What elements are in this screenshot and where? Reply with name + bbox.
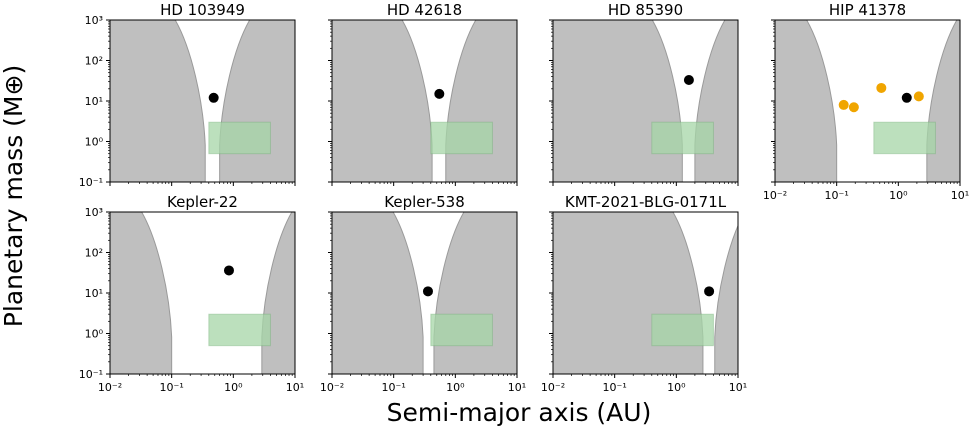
planet-point bbox=[434, 88, 445, 99]
green-region bbox=[208, 313, 271, 347]
x-tick-label: 10⁻¹ bbox=[382, 381, 406, 394]
subplot: Kepler-538 10⁻² 10⁻¹ 10⁰ 10¹ bbox=[320, 193, 526, 394]
x-tick-label: 10⁻² bbox=[541, 381, 565, 394]
excluded-region-inner bbox=[110, 20, 206, 182]
x-tick-label: 10⁰ bbox=[889, 189, 908, 202]
green-region bbox=[873, 121, 936, 155]
sibling-planet-point bbox=[913, 91, 924, 102]
plot-area bbox=[110, 212, 295, 374]
y-tick-label: 10¹ bbox=[85, 287, 103, 300]
subplot-title: HD 42618 bbox=[387, 1, 462, 19]
x-tick-label: 10¹ bbox=[508, 381, 526, 394]
subplot: KMT-2021-BLG-0171L 10⁻² 10⁻¹ 10⁰ 10¹ bbox=[541, 193, 747, 394]
subplot-title: HD 85390 bbox=[608, 1, 683, 19]
x-tick-label: 10¹ bbox=[951, 189, 969, 202]
x-tick-label: 10¹ bbox=[729, 381, 747, 394]
plot-area bbox=[553, 20, 738, 182]
plot-area bbox=[775, 20, 960, 182]
plot-area bbox=[553, 212, 738, 374]
excluded-region-inner bbox=[775, 20, 838, 182]
x-tick-label: 10⁻² bbox=[98, 381, 122, 394]
x-tick-label: 10⁻² bbox=[320, 381, 344, 394]
x-tick-label: 10⁰ bbox=[224, 381, 243, 394]
planet-point bbox=[704, 286, 715, 297]
subplot-grid: HD 103949 10⁻¹ 10⁰ 10¹ 10² 10³ HD 42618 HD 8539… bbox=[79, 1, 969, 394]
y-tick-label: 10³ bbox=[85, 14, 103, 27]
sibling-planet-point bbox=[848, 102, 859, 113]
excluded-region-outer bbox=[926, 20, 960, 182]
green-region bbox=[208, 121, 271, 155]
excluded-region-outer bbox=[714, 224, 738, 374]
x-tick-label: 10⁻² bbox=[763, 189, 787, 202]
sibling-planet-point bbox=[838, 99, 849, 110]
planet-point bbox=[208, 92, 219, 103]
y-tick-label: 10³ bbox=[85, 206, 103, 219]
subplot-title: Kepler-22 bbox=[167, 193, 238, 211]
y-tick-label: 10² bbox=[85, 55, 103, 68]
excluded-region-inner bbox=[332, 20, 433, 182]
y-tick-label: 10⁻¹ bbox=[79, 368, 103, 381]
plot-area bbox=[332, 212, 517, 374]
green-region bbox=[651, 121, 714, 155]
x-tick-label: 10⁰ bbox=[446, 381, 465, 394]
x-tick-label: 10⁰ bbox=[667, 381, 686, 394]
x-tick-label: 10⁻¹ bbox=[603, 381, 627, 394]
excluded-region-inner bbox=[110, 212, 173, 374]
excluded-region-outer bbox=[219, 20, 295, 182]
planet-point bbox=[223, 265, 234, 276]
planet-point bbox=[683, 75, 694, 86]
green-region bbox=[651, 313, 714, 347]
excluded-region-outer bbox=[694, 20, 738, 182]
subplot: HD 85390 bbox=[549, 1, 739, 186]
green-region bbox=[430, 121, 493, 155]
x-tick-label: 10⁻¹ bbox=[825, 189, 849, 202]
y-tick-label: 10² bbox=[85, 247, 103, 260]
subplot: HIP 41378 10⁻² 10⁻¹ 10⁰ 10¹ bbox=[763, 1, 969, 202]
green-region bbox=[430, 313, 493, 347]
excluded-region-outer bbox=[433, 212, 517, 374]
y-tick-label: 10⁻¹ bbox=[79, 176, 103, 189]
excluded-region-inner bbox=[553, 212, 704, 374]
y-tick-label: 10⁰ bbox=[85, 136, 104, 149]
subplot-title: HD 103949 bbox=[160, 1, 245, 19]
planet-point bbox=[422, 286, 433, 297]
excluded-region-inner bbox=[332, 212, 424, 374]
excluded-region-outer bbox=[261, 212, 295, 374]
excluded-region-outer bbox=[445, 20, 517, 182]
sibling-planet-point bbox=[876, 82, 887, 93]
subplot-title: KMT-2021-BLG-0171L bbox=[565, 193, 727, 211]
y-tick-label: 10⁰ bbox=[85, 328, 104, 341]
plot-area bbox=[110, 20, 295, 182]
x-axis-label: Semi-major axis (AU) bbox=[387, 398, 652, 427]
y-axis-label: Planetary mass (M⊕) bbox=[0, 65, 28, 327]
subplot-title: HIP 41378 bbox=[829, 1, 906, 19]
subplot: HD 103949 10⁻¹ 10⁰ 10¹ 10² 10³ bbox=[79, 1, 296, 189]
subplot: HD 42618 bbox=[328, 1, 518, 186]
y-tick-label: 10¹ bbox=[85, 95, 103, 108]
x-tick-label: 10⁻¹ bbox=[160, 381, 184, 394]
subplot-title: Kepler-538 bbox=[384, 193, 465, 211]
excluded-region-inner bbox=[553, 20, 683, 182]
plot-area bbox=[332, 20, 517, 182]
planet-point bbox=[901, 92, 912, 103]
x-tick-label: 10¹ bbox=[286, 381, 304, 394]
